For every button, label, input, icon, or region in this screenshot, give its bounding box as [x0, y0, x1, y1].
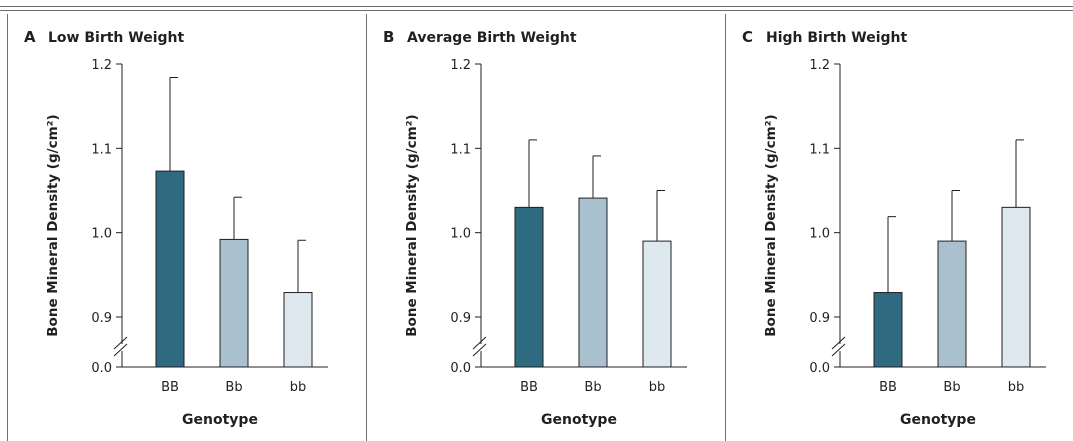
panel-letter: C [742, 28, 753, 46]
y-tick-label: 1.0 [809, 227, 830, 242]
top-rule-secondary [0, 10, 1073, 11]
chart-title: High Birth Weight [766, 30, 908, 46]
axis-break-mark [831, 336, 846, 350]
bar-BB [873, 292, 903, 368]
y-tick-label: 0.0 [450, 361, 471, 376]
bar-Bb [578, 197, 608, 368]
y-tick-label: 0.0 [809, 361, 830, 376]
y-axis-label: Bone Mineral Density (g/cm²) [45, 114, 61, 336]
bar-bb [283, 292, 313, 368]
bar-BB [514, 206, 544, 368]
y-tick-label: 0.9 [450, 311, 471, 326]
y-axis-label: Bone Mineral Density (g/cm²) [763, 114, 779, 336]
chart-panel-a: A Low Birth Weight Bone Mineral Density (g… [7, 14, 365, 441]
x-tick-label: BB [161, 380, 179, 395]
y-tick-label: 1.0 [91, 227, 112, 242]
x-tick-label: Bb [584, 380, 601, 395]
x-tick-label: bb [649, 380, 666, 395]
chart-svg: C High Birth Weight Bone Mineral Density (… [742, 28, 1046, 428]
y-tick-label: 0.9 [809, 311, 830, 326]
x-tick-label: bb [1008, 380, 1025, 395]
bar-Bb [937, 240, 967, 368]
x-axis-label: Genotype [182, 412, 258, 428]
bar-Bb [219, 238, 249, 368]
x-tick-label: BB [879, 380, 897, 395]
chart-title: Low Birth Weight [48, 30, 184, 46]
x-tick-label: Bb [943, 380, 960, 395]
chart-svg: B Average Birth Weight Bone Mineral Densit… [383, 28, 687, 428]
y-tick-label: 1.2 [91, 58, 112, 73]
axis-break-mark [113, 336, 128, 350]
y-tick-label: 0.0 [91, 361, 112, 376]
bar-bb [1001, 206, 1031, 368]
top-rule [0, 6, 1073, 7]
x-axis-label: Genotype [900, 412, 976, 428]
x-tick-label: BB [520, 380, 538, 395]
x-axis-label: Genotype [541, 412, 617, 428]
y-tick-label: 1.0 [450, 227, 471, 242]
y-axis-label: Bone Mineral Density (g/cm²) [404, 114, 420, 336]
y-tick-label: 0.9 [91, 311, 112, 326]
axis-break-mark [472, 343, 487, 357]
axis-break-mark [472, 336, 487, 350]
y-tick-label: 1.1 [809, 142, 830, 157]
chart-title: Average Birth Weight [407, 30, 577, 46]
y-tick-label: 1.2 [450, 58, 471, 73]
y-tick-label: 1.2 [809, 58, 830, 73]
bar-BB [155, 170, 185, 368]
axis-break-mark [113, 343, 128, 357]
panel-letter: B [383, 28, 394, 46]
y-tick-label: 1.1 [450, 142, 471, 157]
chart-panel-c: C High Birth Weight Bone Mineral Density (… [725, 14, 1073, 441]
bar-bb [642, 240, 672, 368]
x-tick-label: bb [290, 380, 307, 395]
axis-break-mark [831, 343, 846, 357]
chart-panel-b: B Average Birth Weight Bone Mineral Densit… [366, 14, 724, 441]
x-tick-label: Bb [225, 380, 242, 395]
chart-svg: A Low Birth Weight Bone Mineral Density (g… [24, 28, 328, 428]
y-tick-label: 1.1 [91, 142, 112, 157]
panel-letter: A [24, 28, 36, 46]
